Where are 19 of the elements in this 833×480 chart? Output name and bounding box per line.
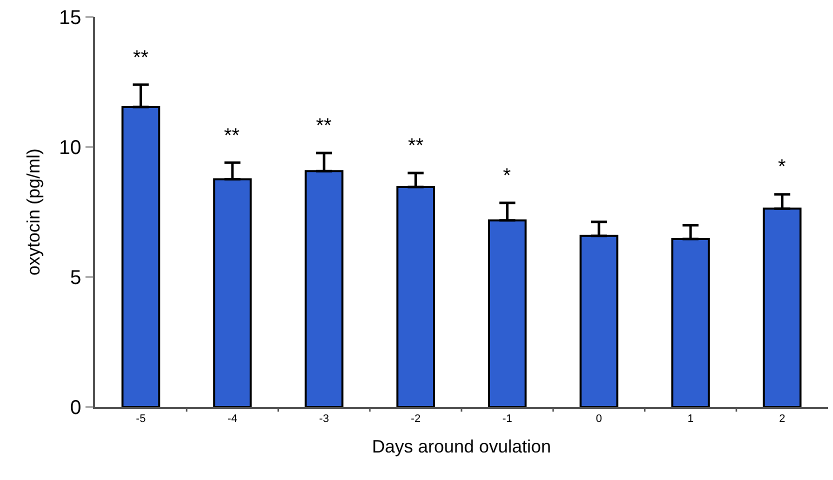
y-tick-label: 5 [70,267,82,289]
x-tick-label: 2 [779,412,786,425]
annotation: ** [408,135,424,157]
annotation: ** [316,115,332,137]
annotation: * [778,156,786,178]
x-tick-label: -1 [502,412,512,425]
x-axis-title: Days around ovulation [372,436,552,457]
annotation: ** [224,125,240,147]
y-tick-label: 15 [59,7,82,29]
x-tick-label: 0 [596,412,602,425]
x-tick-label: -3 [319,412,329,425]
x-tick-label: -5 [136,412,146,425]
annotation: * [503,165,511,187]
x-tick-label: -2 [410,412,421,425]
y-tick-label: 10 [59,137,82,159]
annotation: ** [133,47,149,69]
y-axis-title: oxytocin (pg/ml) [24,148,44,276]
x-tick-label: 1 [687,412,694,425]
x-tick-label: -4 [228,412,238,425]
